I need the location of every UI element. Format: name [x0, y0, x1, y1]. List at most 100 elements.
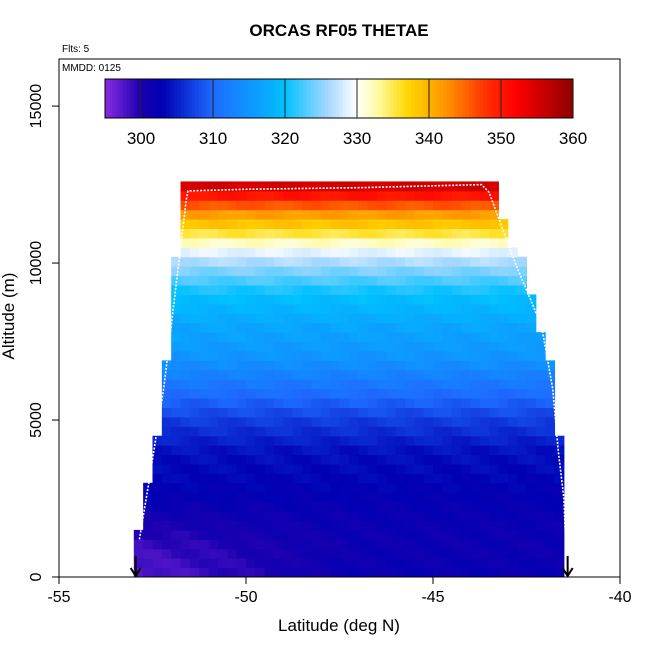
colorbar-segment: [364, 79, 369, 118]
heatmap-cell: [236, 407, 247, 418]
heatmap-cell: [479, 426, 490, 437]
heatmap-cell: [292, 388, 303, 399]
heatmap-cell: [376, 275, 387, 286]
heatmap-cell: [517, 322, 527, 333]
heatmap-cell: [208, 520, 219, 531]
heatmap-cell: [292, 539, 303, 550]
heatmap-cell: [526, 416, 537, 427]
heatmap-cell: [302, 285, 312, 295]
colorbar-segment: [360, 79, 365, 118]
heatmap-cell: [311, 539, 322, 550]
heatmap-cell: [227, 332, 238, 343]
heatmap-cell: [171, 473, 182, 484]
heatmap-cell: [423, 567, 434, 578]
heatmap-cell: [236, 558, 247, 569]
heatmap-cell: [404, 454, 415, 465]
heatmap-cell: [189, 247, 200, 258]
date-annotation: MMDD: 0125: [62, 63, 121, 74]
heatmap-cell: [526, 445, 537, 456]
heatmap-cell: [208, 322, 219, 333]
heatmap-cell: [489, 181, 499, 192]
heatmap-cell: [227, 303, 238, 314]
heatmap-cell: [358, 501, 369, 512]
heatmap-cell: [479, 548, 490, 559]
heatmap-cell: [292, 181, 303, 192]
heatmap-cell: [423, 369, 434, 380]
heatmap-cell: [395, 200, 406, 211]
heatmap-cell: [264, 228, 275, 239]
colorbar-segment: [544, 79, 549, 118]
heatmap-cell: [479, 558, 490, 569]
heatmap-cell: [404, 416, 415, 427]
heatmap-cell: [535, 567, 546, 578]
heatmap-cell: [208, 482, 219, 493]
heatmap-cell: [358, 388, 369, 399]
heatmap-cell: [461, 501, 471, 512]
heatmap-cell: [236, 492, 247, 503]
colorbar-segment: [195, 79, 200, 118]
heatmap-cell: [292, 445, 303, 456]
heatmap-cell: [517, 454, 527, 465]
heatmap-cell: [189, 548, 200, 559]
heatmap-cell: [433, 266, 443, 277]
colorbar-segment: [267, 79, 272, 118]
heatmap-cell: [479, 529, 490, 540]
heatmap-cell: [330, 237, 340, 248]
colorbar-segment: [396, 79, 401, 118]
heatmap-cell: [199, 350, 210, 361]
heatmap-cell: [227, 200, 238, 211]
heatmap-cell: [414, 266, 425, 277]
colorbar-segment: [346, 79, 351, 118]
colorbar-segment: [375, 79, 380, 118]
heatmap-cell: [189, 398, 200, 408]
heatmap-cell: [320, 237, 331, 248]
heatmap-cell: [199, 567, 210, 578]
heatmap-cell: [227, 360, 238, 371]
heatmap-cell: [199, 501, 210, 512]
heatmap-cell: [404, 492, 415, 503]
heatmap-cell: [199, 313, 210, 324]
heatmap-cell: [404, 219, 415, 230]
heatmap-cell: [535, 473, 546, 484]
heatmap-cell: [255, 416, 266, 427]
heatmap-cell: [236, 539, 247, 550]
heatmap-cell: [255, 219, 266, 230]
heatmap-cell: [442, 266, 453, 277]
heatmap-cell: [246, 501, 256, 512]
heatmap-cell: [423, 388, 434, 399]
heatmap-cells: [133, 181, 565, 578]
heatmap-cell: [199, 341, 210, 352]
heatmap-cell: [302, 275, 312, 286]
heatmap-cell: [470, 209, 481, 220]
heatmap-cell: [339, 181, 350, 192]
heatmap-cell: [255, 501, 266, 512]
heatmap-cell: [535, 341, 546, 352]
heatmap-cell: [395, 275, 406, 286]
heatmap-cell: [161, 558, 172, 569]
heatmap-cell: [302, 388, 312, 399]
heatmap-cell: [152, 482, 163, 493]
heatmap-cell: [423, 237, 434, 248]
heatmap-cell: [217, 492, 228, 503]
heatmap-cell: [330, 247, 340, 258]
heatmap-cell: [236, 360, 247, 371]
heatmap-cell: [171, 303, 182, 314]
heatmap-cell: [545, 548, 556, 559]
heatmap-cell: [404, 303, 415, 314]
colorbar-segment: [342, 79, 347, 118]
heatmap-cell: [507, 285, 518, 295]
heatmap-cell: [180, 181, 191, 192]
heatmap-cell: [199, 520, 210, 531]
heatmap-cell: [311, 454, 322, 465]
heatmap-cell: [274, 463, 284, 474]
heatmap-cell: [535, 369, 546, 380]
heatmap-cell: [180, 322, 191, 333]
heatmap-cell: [414, 548, 425, 559]
heatmap-cell: [433, 416, 443, 427]
colorbar-segment: [565, 79, 570, 118]
heatmap-cell: [227, 529, 238, 540]
heatmap-cell: [489, 237, 499, 248]
heatmap-cell: [311, 520, 322, 531]
heatmap-cell: [189, 313, 200, 324]
